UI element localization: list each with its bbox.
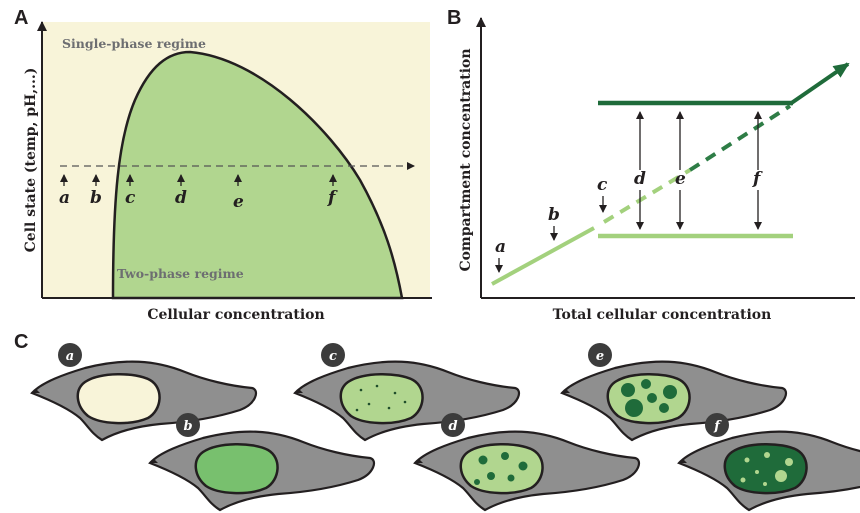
single-phase-label: Single-phase regime [62,36,206,51]
panel-b-label-a: a [495,237,506,257]
panel-b-arrow-d: d [634,111,646,230]
panel-a-point-f: f [327,174,338,208]
panel-a-point-a: a [59,174,70,208]
panel-b-label-e: e [675,169,686,189]
panel-b-point-a: a [495,237,506,273]
cell-e-label: e [596,349,604,364]
panel-a-point-d: d [175,174,187,208]
panel-a-point-b: b [90,174,102,208]
panel-a-letter: A [14,7,28,29]
dilute-dashed-line [602,168,692,224]
panel-b-label-b: b [548,205,560,225]
two-phase-region [111,50,404,300]
cell-b-badge [176,413,200,437]
panel-a: A Single-phase regime Two-phase regime a… [14,7,432,323]
cell-e-badge [588,343,612,367]
panel-a-label-a: a [59,188,70,208]
panel-b-point-b: b [548,205,560,241]
cell-f-label: f [713,419,722,434]
cell-c-label: c [329,349,337,364]
panel-a-y-axis-label: Cell state (temp, pH,...) [23,68,39,253]
cell-e: e [560,343,788,442]
panel-a-label-b: b [90,188,102,208]
panel-b-label-c: c [597,175,608,195]
cell-a: a [30,343,258,442]
cell-d: d [413,413,641,512]
panel-b-x-axis-label: Total cellular concentration [553,307,772,323]
dense-solid-arrow [788,62,850,106]
panel-b: B d e f a b [447,7,855,323]
cell-a-label: a [66,349,74,364]
dilute-solid-line [491,226,595,286]
panel-b-y-axis-label: Compartment concentration [458,48,474,271]
cell-a-badge [58,343,82,367]
panel-b-arrow-f: f [752,111,763,230]
panel-b-arrow-e: e [675,111,686,230]
panel-a-label-e: e [233,192,244,212]
cell-f-badge [705,413,729,437]
panel-b-label-f: f [752,169,763,189]
cell-c: c [293,343,521,442]
cell-b: b [148,413,376,512]
panel-b-letter: B [447,7,461,29]
panel-c: C a b [14,331,860,512]
panel-c-letter: C [14,331,28,353]
panel-a-point-e: e [233,174,244,212]
cell-d-label: d [448,419,457,434]
cell-b-label: b [183,419,192,434]
cell-d-badge [441,413,465,437]
two-phase-label: Two-phase regime [117,266,244,281]
panel-a-x-axis-label: Cellular concentration [147,307,324,323]
cell-c-badge [321,343,345,367]
panel-a-point-c: c [125,174,136,208]
cell-f: f [677,413,860,512]
panel-a-label-d: d [175,188,187,208]
panel-a-label-f: f [327,188,338,208]
panel-b-point-c: c [597,175,608,213]
dense-dashed-line [688,104,792,172]
panel-a-label-c: c [125,188,136,208]
panel-b-label-d: d [634,169,646,189]
